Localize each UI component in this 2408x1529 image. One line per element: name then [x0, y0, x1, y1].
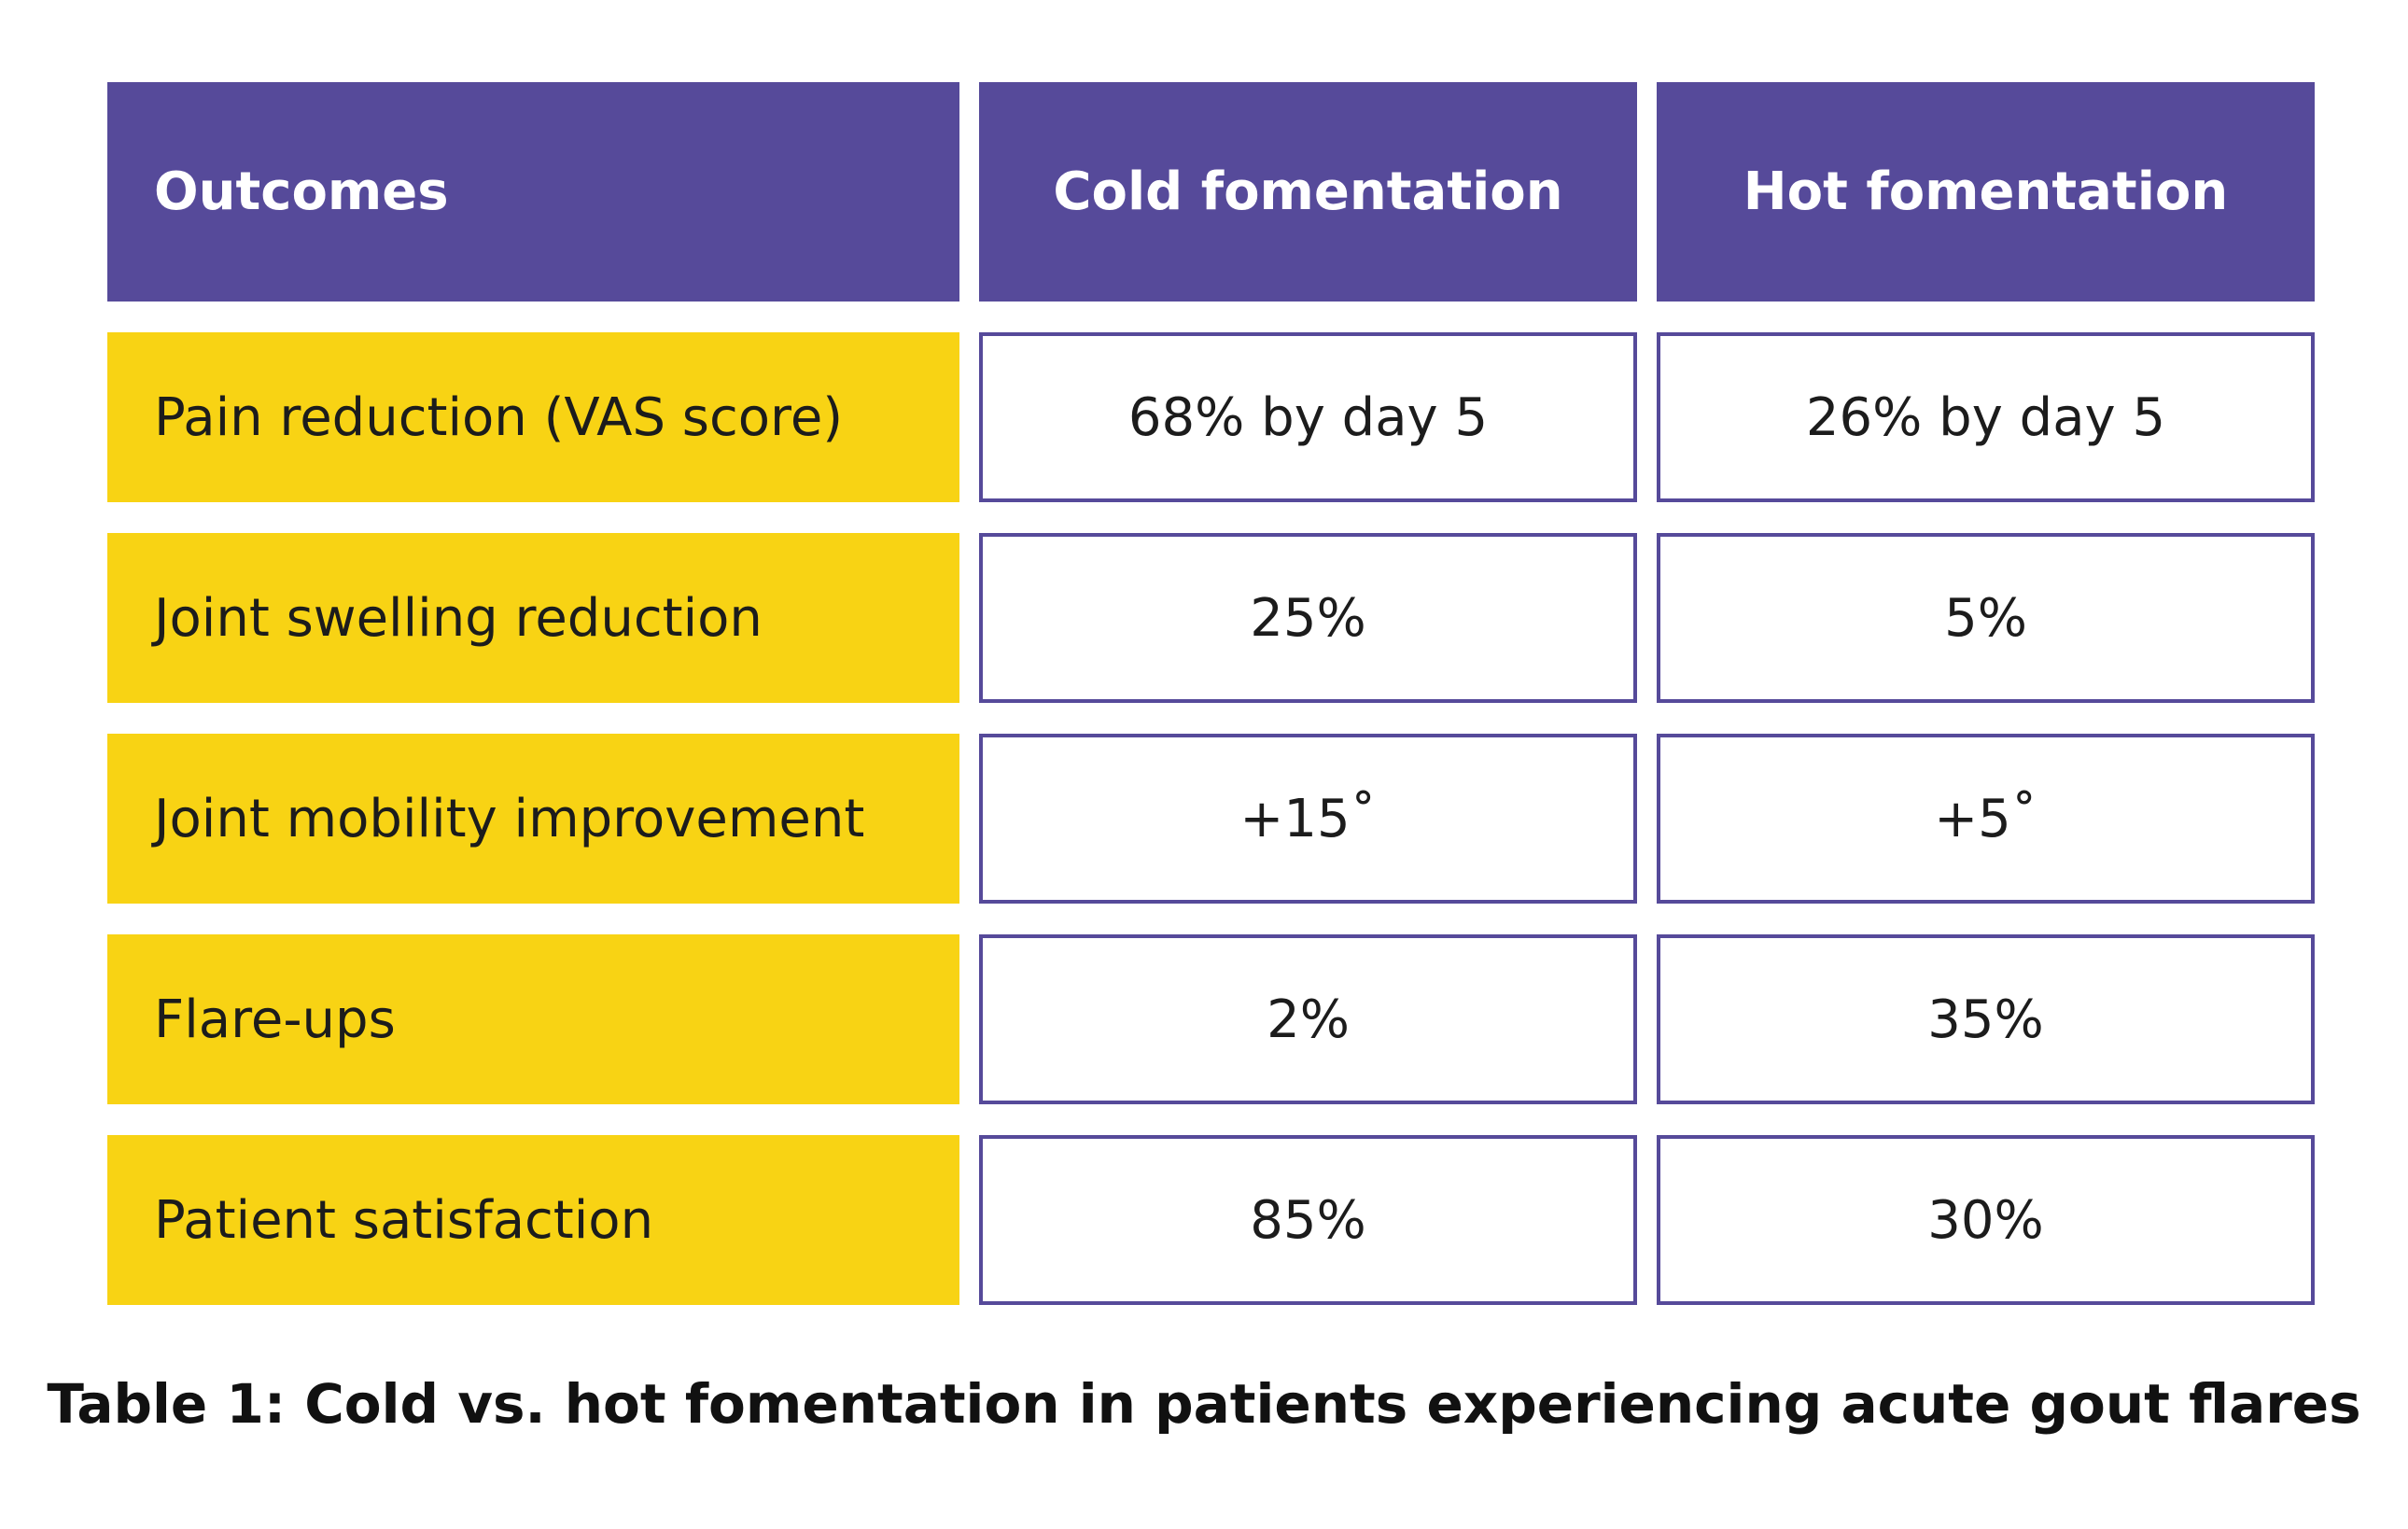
hot-value-joint-swelling: 5%: [1657, 533, 2315, 703]
comparison-table: Outcomes Cold fomentation Hot fomentatio…: [107, 82, 2316, 1305]
cold-value-pain-reduction: 68% by day 5: [979, 332, 1637, 502]
row-label-pain-reduction: Pain reduction (VAS score): [107, 332, 959, 502]
cold-value-flare-ups: 2%: [979, 934, 1637, 1104]
hot-value-joint-mobility: +5˚: [1657, 734, 2315, 904]
cold-value-joint-swelling: 25%: [979, 533, 1637, 703]
hot-value-flare-ups: 35%: [1657, 934, 2315, 1104]
cold-value-patient-satisfaction: 85%: [979, 1135, 1637, 1305]
row-label-joint-mobility: Joint mobility improvement: [107, 734, 959, 904]
cold-value-joint-mobility: +15˚: [979, 734, 1637, 904]
row-label-patient-satisfaction: Patient satisfaction: [107, 1135, 959, 1305]
header-outcomes: Outcomes: [107, 82, 959, 302]
header-hot-fomentation: Hot fomentation: [1657, 82, 2315, 302]
table-caption: Table 1: Cold vs. hot fomentation in pat…: [47, 1372, 2361, 1436]
row-label-joint-swelling: Joint swelling reduction: [107, 533, 959, 703]
row-label-flare-ups: Flare-ups: [107, 934, 959, 1104]
header-cold-fomentation: Cold fomentation: [979, 82, 1637, 302]
hot-value-pain-reduction: 26% by day 5: [1657, 332, 2315, 502]
hot-value-patient-satisfaction: 30%: [1657, 1135, 2315, 1305]
